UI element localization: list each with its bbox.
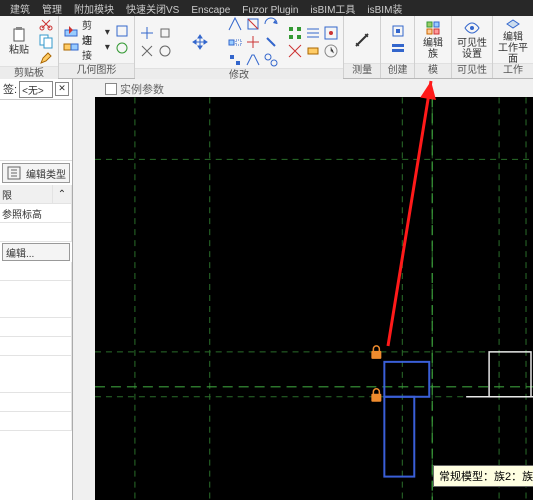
geom-connect-icon [63,39,79,55]
drawing-area[interactable]: 实例参数 常规模型：族2：族2 [73,79,533,500]
mod-icon[interactable] [245,16,261,32]
props-cell[interactable] [0,393,72,411]
mod-icon[interactable] [245,52,261,68]
create-icon[interactable] [390,23,406,39]
props-edit-button[interactable]: 编辑... [2,243,70,261]
edit-type-button[interactable]: 编辑类型 [2,163,70,183]
props-cell[interactable] [0,318,72,336]
visibility-label: 可见性设置 [457,38,487,60]
drawing-canvas[interactable] [95,97,533,500]
tag-close-button[interactable]: ✕ [55,82,69,96]
mod-icon[interactable] [263,16,279,32]
panel-create: 创建 [381,16,415,78]
mod-icon[interactable] [263,52,279,68]
panel-geometry: 剪切 ▾ 连接 ▾ 几何图形 [59,16,135,78]
geom-cut-icon [63,24,79,40]
workplane-icon [505,14,521,30]
properties-pane: 签: <无> ✕ 编辑类型 限⌃ 参照标高 编辑... [0,79,73,500]
panel-title: 几何图形 [59,63,134,78]
measure-button[interactable] [348,18,376,62]
paste-label: 粘贴 [9,45,29,56]
panel-workplane: 编辑工作平面 工作 [493,16,533,78]
panel-measure: 测量 [344,16,381,78]
tab[interactable]: 管理 [42,1,62,16]
mod-icon[interactable] [263,34,279,50]
tag-select[interactable]: <无> [19,81,53,98]
edit-type-icon [6,165,22,181]
panel-title: 可见性 [452,63,492,78]
tag-row: 签: <无> ✕ [0,79,72,100]
visibility-button[interactable]: 可见性设置 [456,18,488,62]
props-cell[interactable] [0,223,72,241]
workplane-button[interactable]: 编辑工作平面 [497,18,529,62]
panel-clipboard: 粘贴 剪贴板 [0,16,59,78]
props-cell[interactable] [0,262,72,280]
tab[interactable]: Fuzor Plugin [242,5,298,16]
panel-title: 创建 [381,63,414,78]
mod-icon[interactable] [323,25,339,41]
move-button[interactable] [181,20,219,64]
ribbon: 粘贴 剪贴板 剪切 ▾ 连接 ▾ 几何图形 [0,16,533,79]
mod-icon[interactable] [227,52,243,68]
props-label: 参照标高 [0,204,72,222]
element-tooltip: 常规模型：族2：族2 [433,465,533,487]
panel-visibility: 可见性设置 可见性 [452,16,493,78]
modify-icon[interactable] [139,43,155,59]
modify-icon[interactable] [157,43,173,59]
panel-title: 工作 [493,63,533,78]
move-icon [192,34,208,50]
mod-icon[interactable] [305,43,321,59]
props-cell[interactable] [0,281,72,317]
panel-mode: 编辑族 模 [415,16,452,78]
mod-icon[interactable] [287,43,303,59]
measure-icon [354,32,370,48]
edit-family-button[interactable]: 编辑族 [419,18,447,62]
instance-params-check[interactable]: 实例参数 [101,81,168,97]
tab[interactable]: 建筑 [10,1,30,16]
panel-modify: 修改 [135,16,344,78]
props-cell[interactable] [0,337,72,355]
panel-title: 模 [415,63,451,78]
panel-title: 测量 [344,63,380,78]
mod-icon[interactable] [305,25,321,41]
workplane-label: 编辑工作平面 [497,32,529,65]
canvas-view[interactable] [95,97,533,500]
tab[interactable]: Enscape [191,5,230,16]
props-cell[interactable] [0,356,72,392]
ruler-vertical [73,97,96,500]
brush-icon[interactable] [38,50,54,66]
create-icon[interactable] [390,40,406,56]
checkbox-icon [105,83,117,95]
tab[interactable]: isBIM工具 [310,1,355,16]
mod-icon[interactable] [227,16,243,32]
modify-icon[interactable] [139,25,155,41]
tab[interactable]: isBIM装 [367,1,402,16]
mod-icon[interactable] [245,34,261,50]
geom-connect-button[interactable]: 连接 ▾ [63,40,110,54]
modify-icon[interactable] [157,25,173,41]
mod-icon[interactable] [227,34,243,50]
mod-icon[interactable] [323,43,339,59]
geom-icon[interactable] [114,23,130,39]
edit-family-icon [425,20,441,36]
tag-label: 签: [3,81,17,97]
ribbon-tab-strip: 建筑 管理 附加模块 快速关闭VS Enscape Fuzor Plugin i… [0,0,533,16]
tab[interactable]: 快速关闭VS [126,1,179,16]
tab[interactable]: 附加模块 [74,1,114,16]
props-cell[interactable] [0,412,72,430]
mod-icon[interactable] [287,25,303,41]
props-header: 限 [0,185,53,203]
clipboard-icon [11,27,27,43]
cut-icon[interactable] [38,16,54,32]
visibility-icon [464,20,480,36]
geom-icon[interactable] [114,40,130,56]
paste-button[interactable]: 粘贴 [4,19,34,63]
copy-icon[interactable] [38,33,54,49]
edit-family-label: 编辑族 [423,38,443,60]
